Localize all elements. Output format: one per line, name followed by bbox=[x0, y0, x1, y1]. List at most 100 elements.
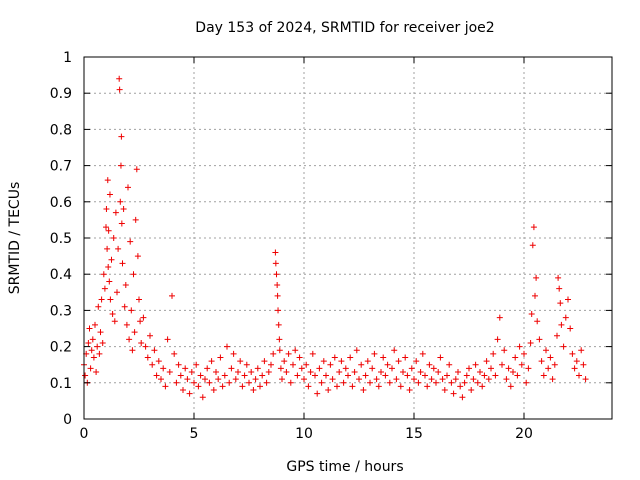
data-point bbox=[158, 376, 164, 383]
data-point bbox=[466, 365, 472, 372]
data-point bbox=[560, 343, 567, 350]
data-point bbox=[397, 383, 404, 390]
data-point bbox=[228, 365, 235, 372]
data-point bbox=[248, 368, 255, 375]
data-point bbox=[277, 365, 284, 372]
data-point bbox=[182, 365, 189, 372]
data-point bbox=[239, 383, 246, 390]
data-point bbox=[411, 376, 417, 383]
data-point bbox=[130, 271, 137, 278]
data-point bbox=[88, 347, 95, 354]
data-point bbox=[219, 383, 226, 390]
data-point bbox=[419, 350, 426, 357]
data-point bbox=[171, 350, 178, 357]
data-point bbox=[104, 245, 111, 252]
data-point bbox=[527, 339, 534, 346]
data-point bbox=[521, 350, 527, 357]
data-point bbox=[93, 368, 100, 375]
data-point bbox=[417, 368, 424, 375]
data-point bbox=[528, 311, 535, 318]
data-point bbox=[89, 336, 96, 343]
data-point bbox=[437, 354, 444, 361]
data-point bbox=[137, 318, 144, 325]
data-point bbox=[296, 354, 303, 361]
data-point bbox=[444, 372, 450, 379]
data-point bbox=[426, 361, 433, 368]
data-point bbox=[557, 300, 564, 307]
data-point bbox=[533, 274, 540, 281]
data-point bbox=[494, 336, 501, 343]
data-point bbox=[562, 314, 569, 321]
data-point bbox=[428, 376, 435, 383]
y-tick-label: 0.2 bbox=[50, 340, 72, 356]
data-point bbox=[496, 314, 503, 321]
data-point bbox=[273, 271, 280, 278]
data-point bbox=[118, 220, 125, 227]
data-point bbox=[386, 379, 393, 386]
data-point bbox=[272, 249, 279, 256]
data-point bbox=[250, 387, 257, 394]
y-tick-label: 0.9 bbox=[50, 86, 72, 102]
data-point bbox=[463, 372, 470, 379]
data-point bbox=[100, 271, 107, 278]
data-point bbox=[265, 368, 272, 375]
data-point bbox=[501, 347, 508, 354]
data-point bbox=[136, 296, 142, 303]
data-point bbox=[538, 358, 545, 365]
data-point bbox=[356, 376, 362, 383]
data-point bbox=[530, 224, 537, 231]
data-point bbox=[243, 361, 250, 368]
data-point bbox=[119, 260, 126, 267]
data-point bbox=[342, 365, 349, 372]
data-point bbox=[503, 376, 510, 383]
data-point bbox=[117, 162, 124, 169]
data-point bbox=[109, 311, 116, 318]
data-point bbox=[254, 365, 261, 372]
data-point bbox=[281, 358, 288, 365]
data-point bbox=[110, 235, 117, 241]
data-point bbox=[85, 339, 92, 346]
data-point bbox=[131, 329, 138, 336]
data-point bbox=[380, 354, 387, 361]
data-point bbox=[106, 278, 113, 285]
data-point bbox=[197, 372, 204, 379]
data-point bbox=[94, 343, 101, 350]
data-point bbox=[518, 361, 525, 368]
data-point bbox=[512, 354, 519, 361]
y-tick-label: 0.3 bbox=[50, 303, 72, 319]
data-point bbox=[301, 376, 307, 383]
data-point bbox=[290, 361, 296, 368]
data-point bbox=[307, 368, 314, 375]
data-point bbox=[180, 387, 186, 394]
data-point bbox=[276, 347, 283, 354]
data-point bbox=[95, 303, 102, 310]
data-point bbox=[534, 318, 541, 325]
data-point bbox=[551, 361, 558, 368]
data-point bbox=[151, 347, 158, 354]
data-point bbox=[116, 75, 123, 82]
y-tick-label: 1 bbox=[63, 50, 72, 66]
data-point bbox=[318, 379, 325, 386]
x-axis-label: GPS time / hours bbox=[286, 459, 403, 475]
data-point bbox=[529, 242, 536, 249]
y-tick-label: 0.1 bbox=[50, 376, 72, 392]
data-point bbox=[413, 358, 420, 365]
data-point bbox=[314, 390, 321, 397]
data-point bbox=[448, 379, 455, 386]
data-point bbox=[114, 289, 120, 296]
data-point bbox=[479, 383, 486, 390]
data-point bbox=[371, 350, 378, 357]
data-point bbox=[455, 368, 461, 375]
data-point bbox=[101, 285, 108, 292]
data-point bbox=[272, 260, 279, 267]
data-point bbox=[142, 343, 149, 350]
data-point bbox=[210, 387, 217, 394]
data-point bbox=[305, 383, 312, 390]
data-point bbox=[263, 379, 270, 386]
data-point bbox=[144, 354, 151, 361]
data-point bbox=[268, 361, 274, 368]
data-point bbox=[373, 376, 380, 383]
data-point bbox=[246, 379, 252, 386]
